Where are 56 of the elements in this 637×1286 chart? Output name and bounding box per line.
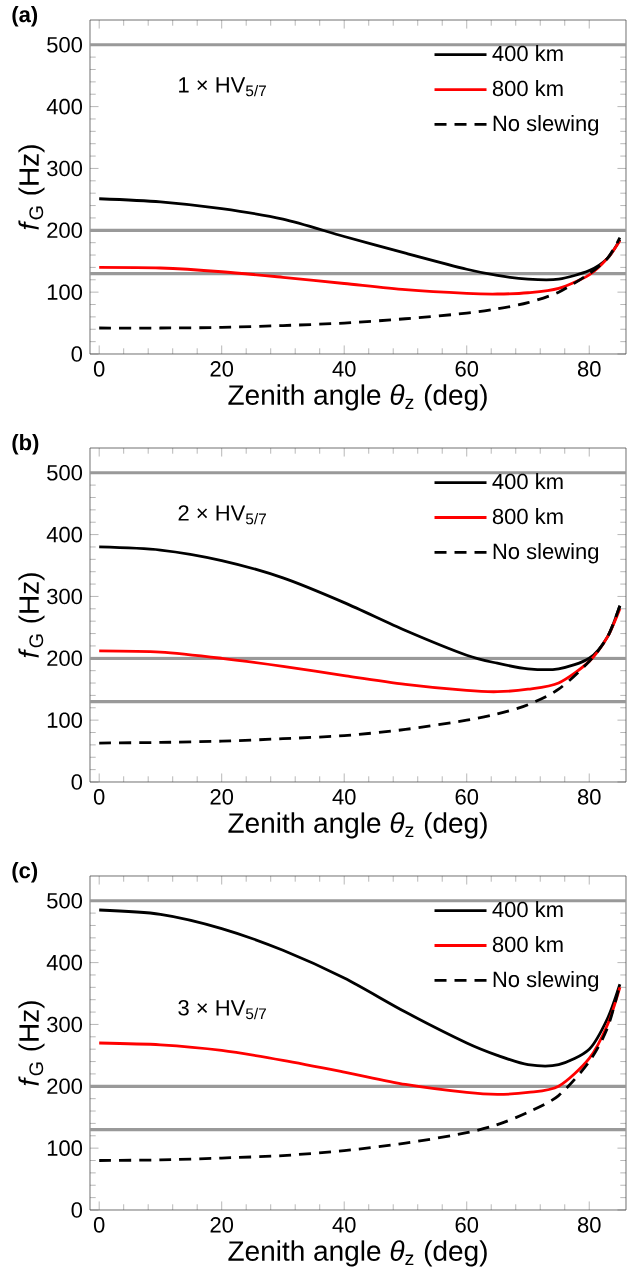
- y-tick-label: 200: [47, 1078, 83, 1095]
- x-tick-label: 20: [210, 1217, 234, 1233]
- x-tick-label: 60: [455, 789, 479, 805]
- x-tick-label: 80: [577, 361, 601, 377]
- y-tick-label: 300: [47, 1016, 83, 1033]
- legend-label: 800 km: [492, 80, 563, 97]
- annotation: 1 × HV$_{5/7}$: [179, 77, 266, 97]
- x-tick-label: 20: [210, 361, 234, 377]
- x-tick-label: 60: [455, 361, 479, 377]
- annotation: 3 × HV$_{5/7}$: [178, 1000, 266, 1020]
- legend-label: No slewing: [493, 115, 599, 136]
- chart-title: (a): [12, 6, 38, 27]
- y-tick-label: 500: [47, 892, 83, 909]
- x-tick-label: 20: [210, 789, 234, 805]
- x-tick-label: 40: [332, 789, 356, 805]
- y-tick-label: 0: [71, 774, 83, 790]
- y-tick-label: 400: [46, 98, 83, 115]
- legend-label: No slewing: [493, 970, 599, 992]
- y-tick-label: 500: [47, 464, 83, 481]
- y-tick-label: 200: [47, 222, 83, 239]
- y-tick-label: 400: [46, 954, 83, 971]
- x-tick-label: 80: [577, 1217, 601, 1233]
- x-tick-label: 40: [332, 361, 356, 377]
- y-axis-title: f$_{G}$ (Hz): [18, 573, 45, 658]
- line-series: [97, 607, 622, 694]
- line-series: [97, 239, 622, 296]
- x-axis-title: Zenith angle θ$_{z}$ (deg): [228, 812, 487, 839]
- y-tick-label: 300: [47, 160, 83, 177]
- legend-label: 400 km: [492, 901, 563, 918]
- x-tick-label: 40: [332, 1217, 356, 1233]
- y-tick-label: 100: [47, 1140, 83, 1156]
- x-tick-label: 0: [93, 789, 105, 805]
- y-axis-title: f$_{G}$ (Hz): [18, 145, 45, 230]
- y-tick-label: 0: [71, 346, 83, 362]
- x-tick-label: 0: [93, 361, 105, 377]
- x-axis-title: Zenith angle θ$_{z}$ (deg): [228, 1240, 487, 1267]
- y-tick-label: 100: [47, 284, 83, 300]
- y-tick-label: 300: [47, 588, 83, 605]
- y-tick-label: 100: [47, 712, 83, 728]
- x-tick-label: 80: [577, 789, 601, 805]
- legend-label: 400 km: [492, 45, 563, 62]
- x-axis-title: Zenith angle θ$_{z}$ (deg): [228, 384, 487, 411]
- y-axis-title: f$_{G}$ (Hz): [18, 1001, 45, 1086]
- legend-label: 400 km: [492, 473, 563, 490]
- y-tick-label: 200: [47, 650, 83, 667]
- x-tick-label: 60: [455, 1217, 479, 1233]
- y-tick-label: 0: [71, 1202, 83, 1218]
- legend-label: 800 km: [492, 508, 563, 525]
- chart-title: (c): [12, 862, 38, 883]
- x-tick-label: 0: [93, 1217, 105, 1233]
- y-tick-label: 500: [47, 36, 83, 53]
- annotation: 2 × HV$_{5/7}$: [178, 505, 266, 525]
- chart-title: (b): [12, 434, 39, 455]
- legend-label: No slewing: [493, 542, 599, 564]
- legend-label: 800 km: [492, 936, 563, 953]
- y-tick-label: 400: [46, 526, 83, 543]
